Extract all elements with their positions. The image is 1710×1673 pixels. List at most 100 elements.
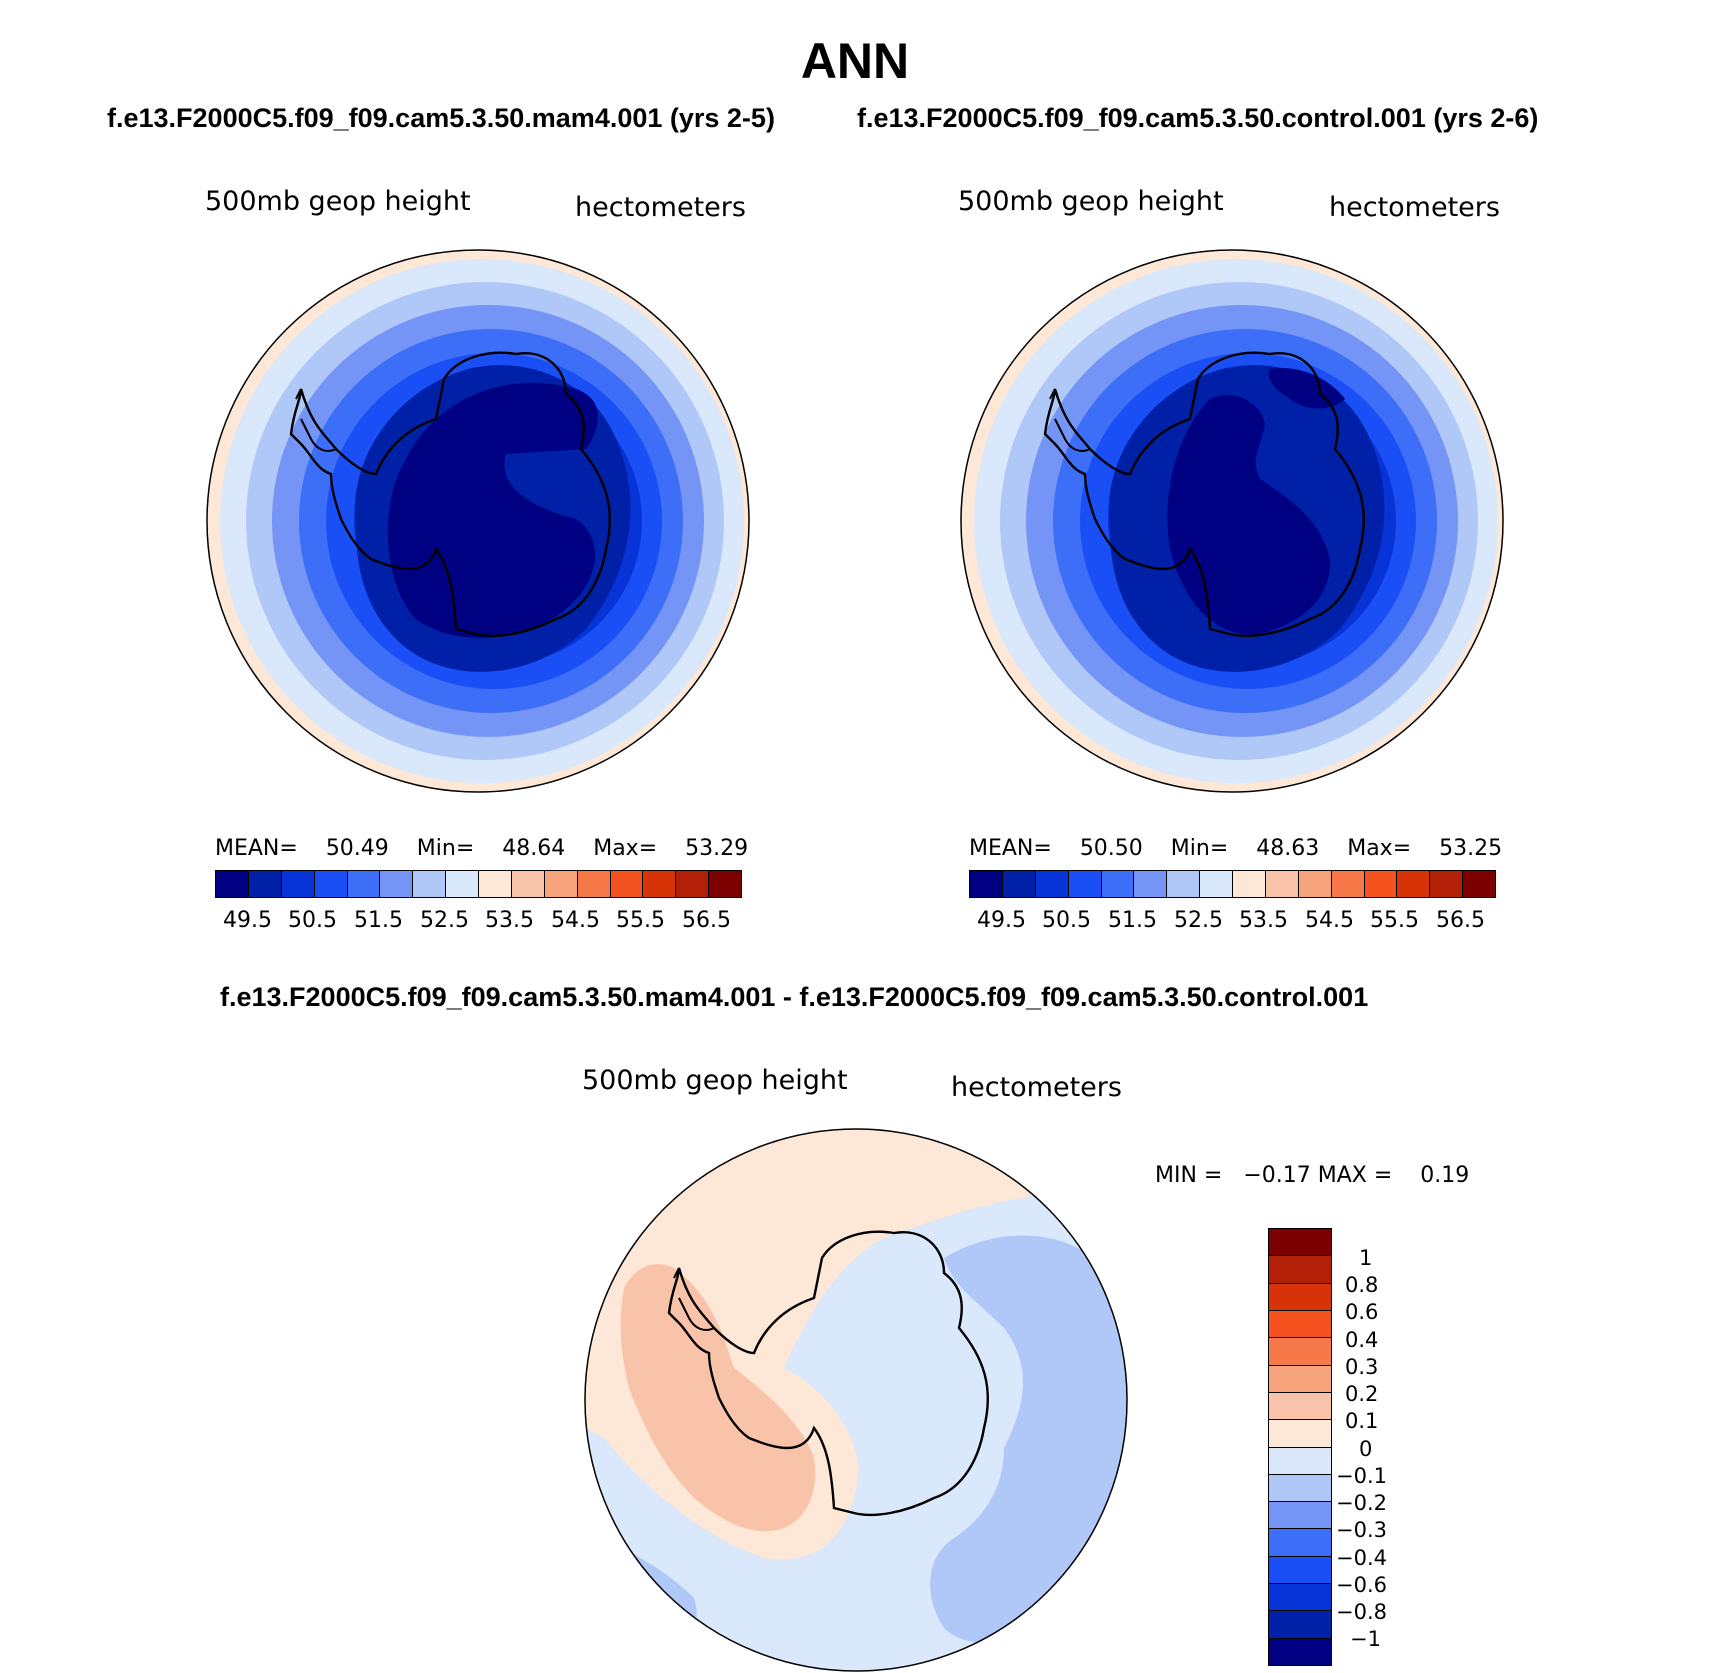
- colorbar-swatch: [281, 871, 315, 897]
- colorbar-swatch: [1269, 1638, 1331, 1665]
- panel2-map-border: [960, 249, 1504, 793]
- diff-title: f.e13.F2000C5.f09_f09.cam5.3.50.mam4.001…: [220, 982, 1369, 1012]
- panel3-colorbar-label: −0.3: [1336, 1518, 1387, 1542]
- panel3-colorbar-label: −0.2: [1336, 1491, 1387, 1515]
- colorbar-swatch: [1269, 1338, 1331, 1366]
- colorbar-swatch: [314, 871, 348, 897]
- colorbar-swatch: [446, 871, 479, 897]
- case-control-title: f.e13.F2000C5.f09_f09.cam5.3.50.control.…: [857, 103, 1539, 133]
- panel3-colorbar-label: −0.8: [1336, 1600, 1387, 1624]
- colorbar-swatch: [1269, 1283, 1331, 1311]
- panel3-colorbar-label: 0.1: [1345, 1409, 1379, 1433]
- panel1-colorbar-label: 49.5: [223, 908, 272, 933]
- panel1-min-label: Min=: [416, 836, 475, 861]
- panel3-min-value: −0.17: [1243, 1163, 1311, 1188]
- panel3-polar-map: [584, 1128, 1128, 1672]
- panel1-colorbar-label: 50.5: [288, 908, 337, 933]
- panel3-max-label: MAX =: [1317, 1163, 1393, 1188]
- panel3-colorbar-label: 0.2: [1345, 1382, 1379, 1406]
- colorbar-swatch: [216, 871, 249, 897]
- panel1-min-value: 48.64: [502, 836, 566, 861]
- colorbar-swatch: [1269, 1584, 1331, 1612]
- panel1-colorbar-label: 51.5: [354, 908, 403, 933]
- panel1-max-value: 53.29: [685, 836, 749, 861]
- panel3-colorbar-label: −0.1: [1336, 1464, 1387, 1488]
- panel3-stats: MIN = −0.17 MAX = 0.19: [1155, 1163, 1469, 1188]
- colorbar-swatch: [1200, 871, 1233, 897]
- panel3-colorbar-label: −0.6: [1336, 1573, 1387, 1597]
- panel2-colorbar-label: 51.5: [1108, 908, 1157, 933]
- panel2-min-value: 48.63: [1256, 836, 1320, 861]
- panel3-colorbar-label: 0: [1359, 1437, 1373, 1461]
- colorbar-swatch: [970, 871, 1003, 897]
- panel3-max-value: 0.19: [1420, 1163, 1470, 1188]
- panel1-peninsula-outline: [295, 388, 337, 452]
- colorbar-swatch: [1269, 1420, 1331, 1448]
- panel3-peninsula-outline: [673, 1267, 715, 1331]
- colorbar-swatch: [1298, 871, 1332, 897]
- panel2-stats: MEAN= 50.50 Min= 48.63 Max= 53.25: [969, 836, 1502, 861]
- panel2-polar-map: [960, 249, 1504, 793]
- panel2-max-value: 53.25: [1439, 836, 1503, 861]
- colorbar-swatch: [1269, 1611, 1331, 1639]
- panel2-antarctica-outline: [1043, 351, 1366, 637]
- panel3-colorbar-label: 0.4: [1345, 1328, 1379, 1352]
- panel1-mean-label: MEAN=: [215, 836, 298, 861]
- panel1-colorbar-label: 53.5: [485, 908, 534, 933]
- colorbar-swatch: [1035, 871, 1069, 897]
- panel2-mean-label: MEAN=: [969, 836, 1052, 861]
- colorbar-swatch: [1269, 1529, 1331, 1557]
- colorbar-swatch: [610, 871, 644, 897]
- panel3-field-title: 500mb geop height: [582, 1065, 848, 1096]
- panel1-colorbar-label: 52.5: [420, 908, 469, 933]
- colorbar-swatch: [413, 871, 447, 897]
- colorbar-swatch: [1463, 871, 1495, 897]
- colorbar-swatch: [1269, 1310, 1331, 1339]
- colorbar-swatch: [1269, 1556, 1331, 1585]
- panel1-map-border: [206, 249, 750, 793]
- panel1-antarctica-outline: [289, 351, 612, 637]
- panel2-field-title: 500mb geop height: [958, 186, 1224, 217]
- panel1-colorbar-label: 54.5: [551, 908, 600, 933]
- panel1-colorbar: [215, 870, 742, 898]
- panel1-units: hectometers: [575, 192, 746, 223]
- colorbar-swatch: [1068, 871, 1102, 897]
- case-test-title: f.e13.F2000C5.f09_f09.cam5.3.50.mam4.001…: [107, 103, 775, 133]
- colorbar-swatch: [1269, 1447, 1331, 1475]
- panel2-colorbar: [969, 870, 1496, 898]
- colorbar-swatch: [1269, 1256, 1331, 1284]
- colorbar-swatch: [1101, 871, 1135, 897]
- panel1-colorbar-label: 56.5: [682, 908, 731, 933]
- colorbar-swatch: [643, 871, 677, 897]
- colorbar-swatch: [1430, 871, 1464, 897]
- panel3-min-label: MIN =: [1155, 1163, 1223, 1188]
- panel3-colorbar-label: 0.3: [1345, 1355, 1379, 1379]
- panel2-band-49.5: [1167, 395, 1331, 635]
- panel2-max-label: Max=: [1347, 836, 1412, 861]
- panel2-peninsula-outline: [1049, 388, 1091, 452]
- panel2-units: hectometers: [1329, 192, 1500, 223]
- colorbar-swatch: [1269, 1229, 1331, 1257]
- colorbar-swatch: [380, 871, 414, 897]
- colorbar-swatch: [1269, 1474, 1331, 1503]
- panel3-band-neg0.2: [930, 1235, 1127, 1643]
- panel1-stats: MEAN= 50.49 Min= 48.64 Max= 53.29: [215, 836, 748, 861]
- panel1-max-label: Max=: [593, 836, 658, 861]
- colorbar-swatch: [1269, 1392, 1331, 1421]
- panel3-map-border: [584, 1128, 1128, 1672]
- colorbar-swatch: [544, 871, 578, 897]
- colorbar-swatch: [248, 871, 282, 897]
- colorbar-swatch: [1397, 871, 1431, 897]
- colorbar-swatch: [1265, 871, 1299, 897]
- colorbar-swatch: [1167, 871, 1201, 897]
- colorbar-swatch: [1233, 871, 1266, 897]
- panel3-colorbar-label: −0.4: [1336, 1546, 1387, 1570]
- panel2-min-label: Min=: [1170, 836, 1229, 861]
- colorbar-swatch: [1331, 871, 1365, 897]
- colorbar-swatch: [479, 871, 512, 897]
- panel2-colorbar-label: 50.5: [1042, 908, 1091, 933]
- colorbar-swatch: [511, 871, 545, 897]
- panel2-colorbar-label: 52.5: [1174, 908, 1223, 933]
- colorbar-swatch: [1002, 871, 1036, 897]
- colorbar-swatch: [1134, 871, 1168, 897]
